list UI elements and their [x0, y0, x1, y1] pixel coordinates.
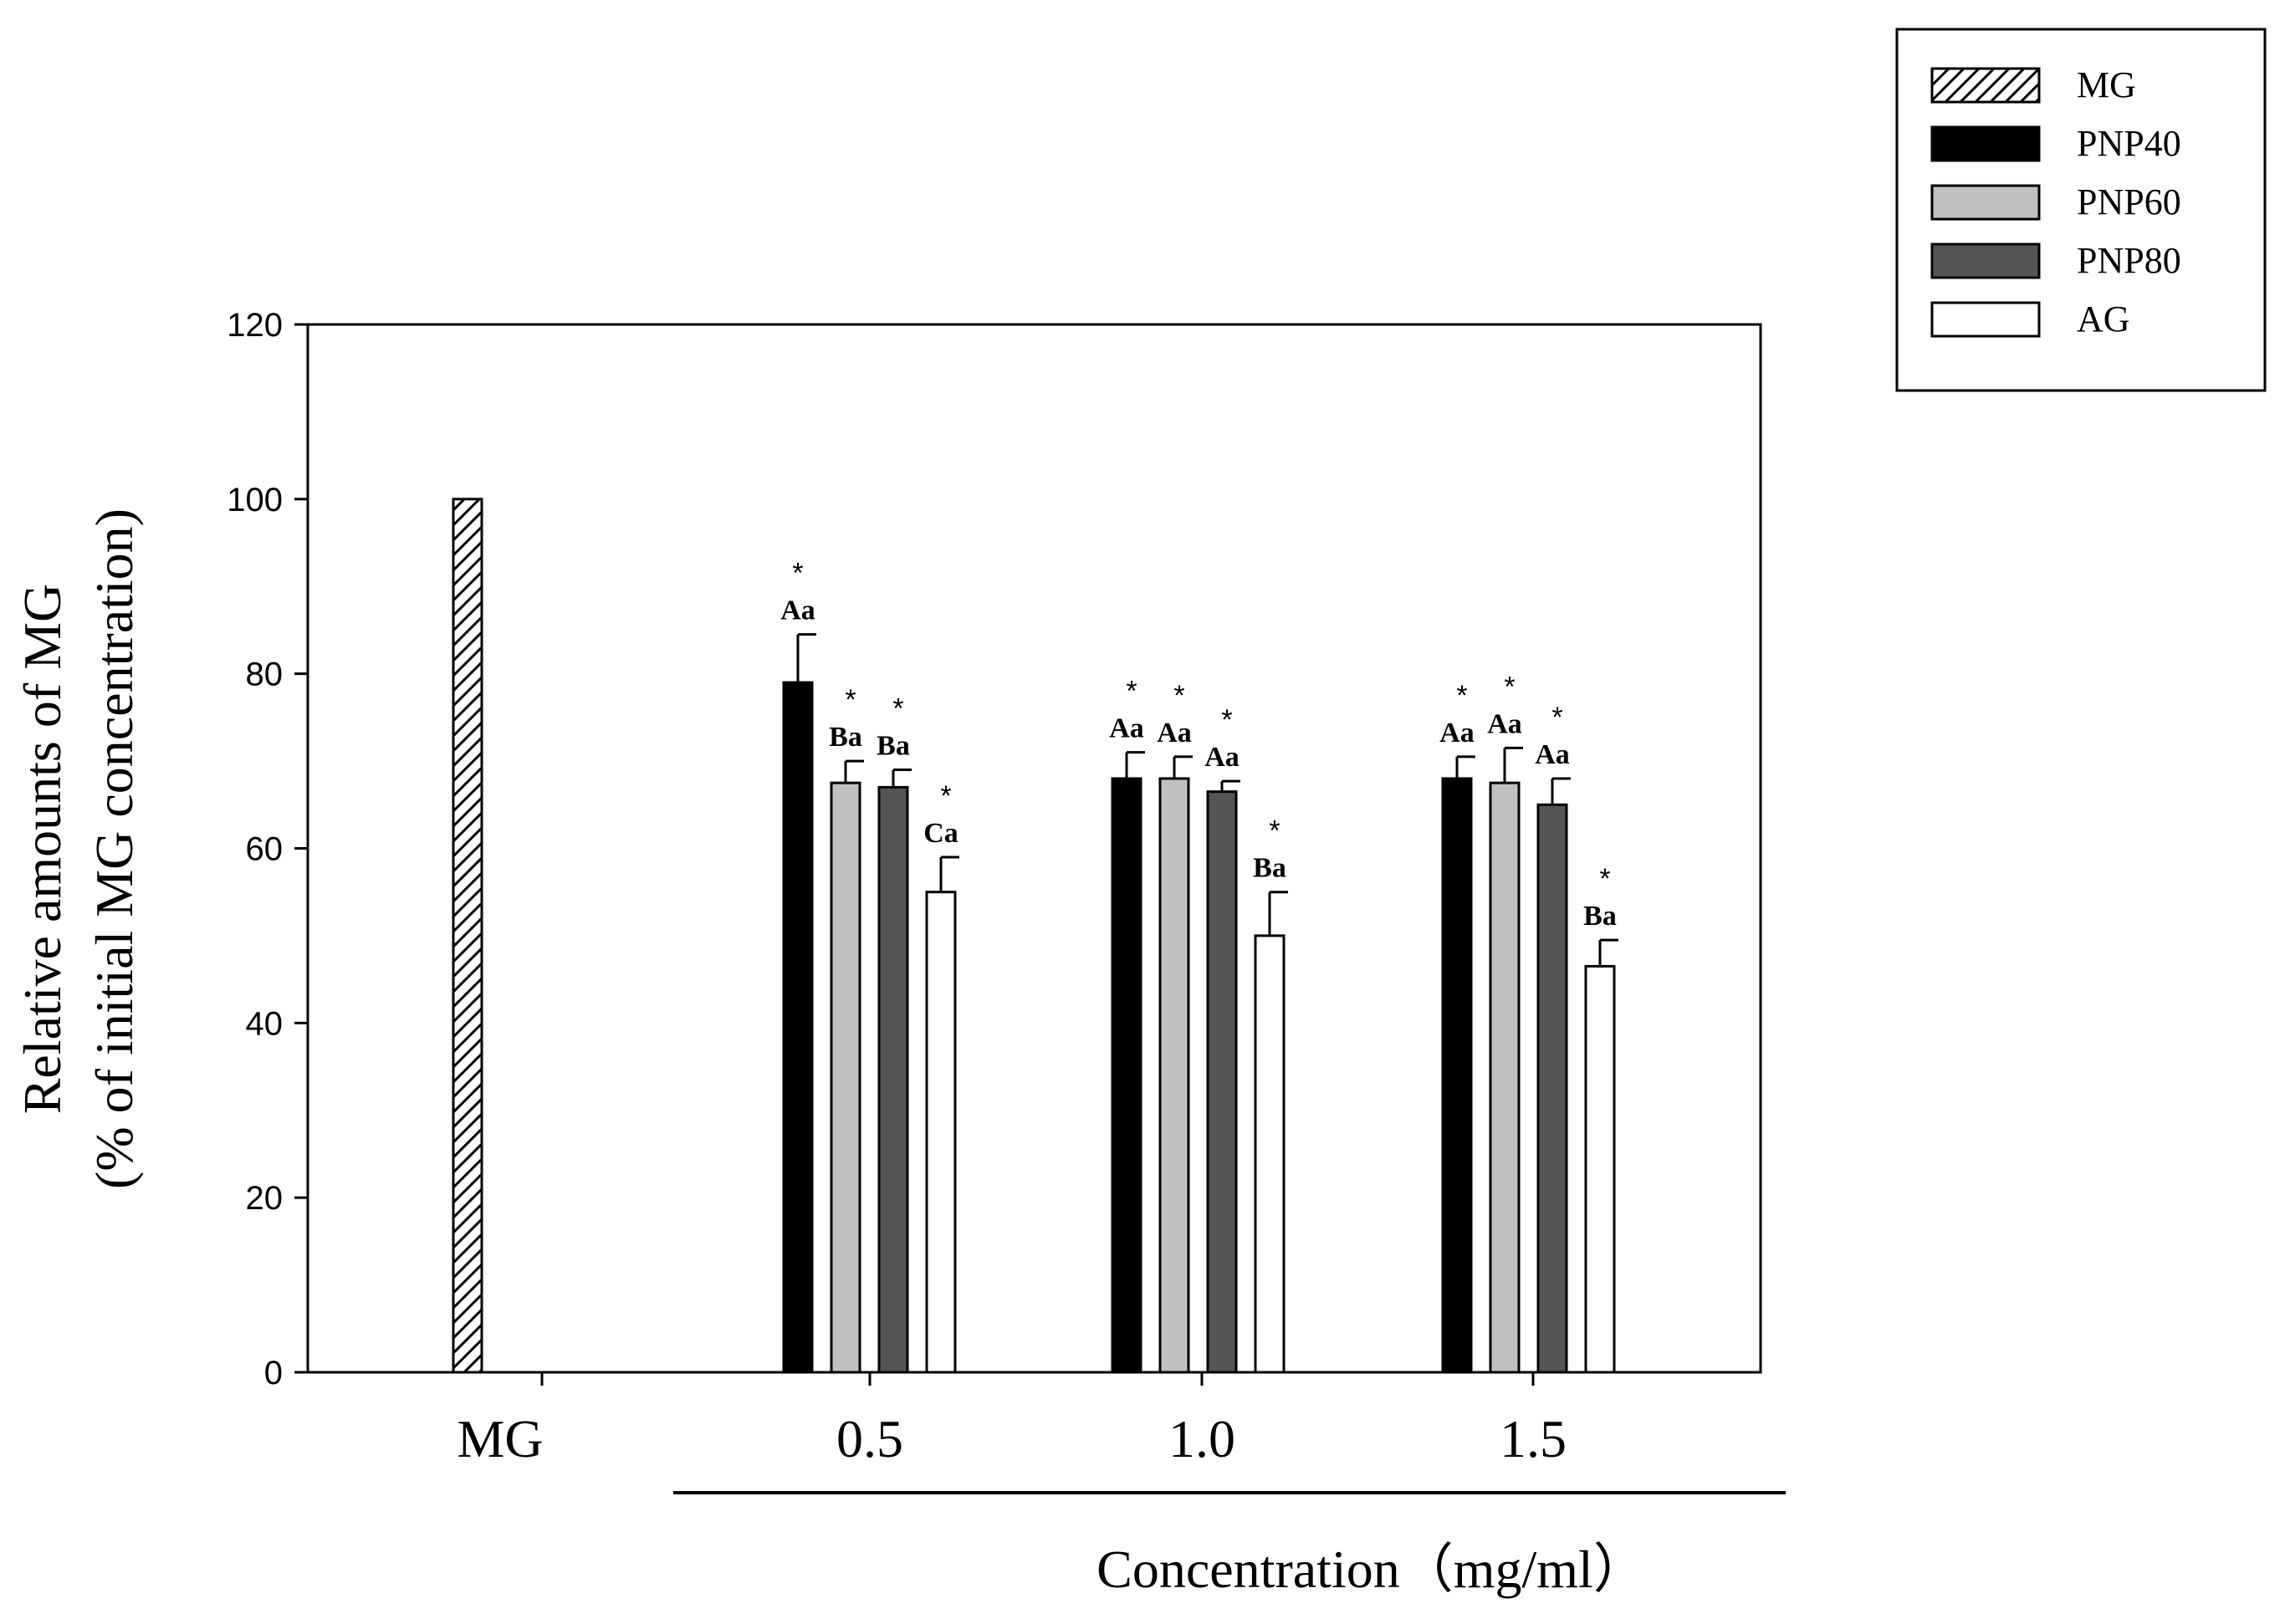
significance-star: *	[1173, 680, 1184, 712]
y-axis-title: Relative amounts of MG	[13, 584, 72, 1115]
significance-label: Aa	[1535, 739, 1570, 770]
bar-pnp80-1.0	[1206, 790, 1238, 1374]
bar-pnp40-1.5	[1441, 777, 1473, 1374]
y-tick-label: 120	[227, 307, 283, 344]
x-axis-title: Concentration（mg/ml）	[1096, 1540, 1647, 1599]
bar-ag-1.5	[1584, 964, 1616, 1374]
significance-star: *	[1269, 815, 1280, 847]
bars	[452, 498, 1618, 1374]
significance-star: *	[1551, 702, 1562, 733]
y-axis-subtitle: (% of initial MG concentration)	[84, 508, 144, 1189]
significance-label: Ba	[1253, 853, 1286, 884]
x-tick-label: MG	[457, 1409, 543, 1468]
significance-label: Ca	[923, 818, 958, 849]
significance-star: *	[892, 693, 903, 725]
y-tick-label: 80	[246, 656, 284, 693]
y-axis: 0 20 40 60 80 100 120	[227, 307, 308, 1392]
significance-label: Aa	[1157, 718, 1192, 748]
y-tick-label: 0	[264, 1355, 283, 1392]
bar-mg-MG	[452, 498, 483, 1374]
bar-ag-0.5	[925, 891, 957, 1374]
bar-ag-1.0	[1254, 934, 1286, 1374]
legend-swatch-pnp80	[1930, 243, 2041, 279]
legend-label-pnp40: PNP40	[2077, 123, 2181, 164]
bar-pnp60-1.0	[1158, 777, 1190, 1374]
legend-swatch-pnp40	[1930, 125, 2041, 162]
legend-label-pnp80: PNP80	[2077, 240, 2181, 281]
significance-label: Aa	[1439, 718, 1475, 748]
legend-swatch-ag	[1930, 301, 2041, 338]
significance-star: *	[845, 684, 856, 716]
bar-pnp40-0.5	[782, 681, 814, 1374]
significance-label: Ba	[829, 722, 862, 753]
significance-star: *	[1221, 704, 1232, 736]
y-tick-label: 40	[246, 1005, 284, 1042]
y-tick-label: 60	[246, 831, 284, 868]
y-tick-label: 20	[246, 1180, 284, 1217]
legend-label-pnp60: PNP60	[2077, 181, 2181, 222]
x-axis: MG 0.5 1.0 1.5	[457, 1372, 1567, 1468]
bar-pnp60-1.5	[1489, 781, 1521, 1374]
significance-label: Aa	[1487, 708, 1522, 739]
significance-star: *	[792, 558, 803, 590]
x-tick-label: 1.0	[1168, 1409, 1235, 1468]
legend-label-ag: AG	[2077, 299, 2130, 340]
significance-label: Aa	[1204, 742, 1240, 773]
significance-label: Aa	[780, 595, 815, 626]
bar-pnp40-1.0	[1111, 777, 1142, 1374]
bar-pnp60-0.5	[830, 781, 861, 1374]
significance-label: Aa	[1109, 713, 1144, 744]
y-tick-label: 100	[227, 482, 283, 518]
significance-star: *	[940, 780, 951, 812]
significance-star: *	[1456, 680, 1467, 712]
bar-pnp80-1.5	[1536, 803, 1568, 1374]
significance-star: *	[1599, 863, 1610, 895]
significance-label: Ba	[1583, 901, 1617, 932]
significance-star: *	[1126, 676, 1137, 707]
annotations: Aa * Aa * Aa * Ba * Aa * Aa * Ba * Aa * Aa * Ca * Ba * Ba *	[780, 558, 1617, 932]
x-tick-label: 1.5	[1500, 1409, 1567, 1468]
bar-pnp80-0.5	[877, 785, 909, 1374]
legend-label-mg: MG	[2077, 64, 2136, 105]
legend-swatch-mg	[1930, 67, 2041, 104]
legend-swatch-pnp60	[1930, 184, 2041, 221]
significance-label: Ba	[877, 731, 910, 762]
x-tick-label: 0.5	[836, 1409, 903, 1468]
legend: MG PNP40 PNP60 PNP80 AG	[1895, 28, 2267, 392]
significance-star: *	[1504, 671, 1515, 702]
